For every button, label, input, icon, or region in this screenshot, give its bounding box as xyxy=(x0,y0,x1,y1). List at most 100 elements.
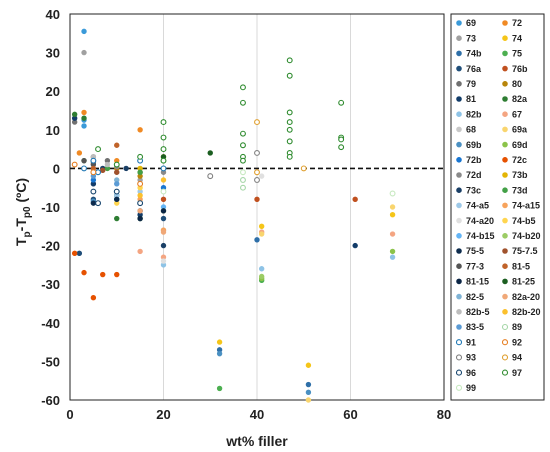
legend-marker-76b xyxy=(502,65,508,72)
data-point-76b xyxy=(160,196,167,202)
legend-label-81-15: 81-15 xyxy=(466,277,489,287)
legend-label-74-a15: 74-a15 xyxy=(512,201,540,211)
legend-marker-73b xyxy=(502,172,508,178)
data-point-91 xyxy=(90,157,97,164)
legend-label-72: 72 xyxy=(512,18,522,28)
data-point-92 xyxy=(90,169,97,176)
data-point-97 xyxy=(286,109,293,116)
data-point-67 xyxy=(389,231,396,237)
legend-marker-92 xyxy=(501,339,509,346)
data-point-72c xyxy=(81,269,87,276)
legend-label-79: 79 xyxy=(466,79,476,89)
legend-marker-73c xyxy=(456,187,462,193)
legend-label-69d: 69d xyxy=(512,140,528,150)
legend-label-92: 92 xyxy=(512,337,522,347)
grid-layer xyxy=(163,14,351,400)
legend-marker-81-5 xyxy=(502,263,508,270)
data-point-96 xyxy=(95,200,102,207)
legend-marker-74-a20 xyxy=(456,217,462,224)
data-point-92 xyxy=(137,180,144,187)
y-tick-label: 0 xyxy=(53,161,60,176)
legend-marker-75-5 xyxy=(456,248,462,254)
x-tick-label: 80 xyxy=(437,407,451,422)
data-point-77-3 xyxy=(81,157,87,164)
legend-label-82-5: 82-5 xyxy=(466,292,484,302)
legend-label-76b: 76b xyxy=(512,64,528,74)
data-point-81 xyxy=(352,242,358,249)
data-point-97 xyxy=(95,146,102,153)
data-point-97 xyxy=(286,138,293,145)
data-point-73c xyxy=(160,242,167,249)
data-point-76b xyxy=(352,196,358,202)
data-point-72c xyxy=(90,295,97,301)
data-point-75 xyxy=(216,385,223,392)
data-point-73c xyxy=(123,165,129,172)
legend-marker-74-a15 xyxy=(502,202,508,209)
legend-label-81-25: 81-25 xyxy=(512,277,535,287)
data-point-92 xyxy=(71,161,78,168)
legend-label-74-b5: 74-b5 xyxy=(512,216,536,226)
legend-marker-69a xyxy=(502,126,508,133)
data-point-99 xyxy=(240,169,246,176)
legend-marker-74 xyxy=(502,35,508,42)
y-axis-label-main: T xyxy=(13,237,29,246)
data-point-97 xyxy=(338,136,345,143)
legend-marker-82a xyxy=(502,96,508,102)
y-axis-label-unit: (ºC) xyxy=(13,178,29,206)
data-point-97 xyxy=(338,144,345,151)
y-tick-label: -60 xyxy=(41,393,60,408)
y-tick-label: 10 xyxy=(46,123,60,138)
legend-marker-74b xyxy=(456,50,462,57)
data-point-75-5 xyxy=(90,200,97,206)
data-point-74b xyxy=(305,381,312,388)
legend-label-74b: 74b xyxy=(466,49,482,59)
legend-label-82a-20: 82a-20 xyxy=(512,292,540,302)
data-point-96 xyxy=(137,200,144,207)
legend-marker-97 xyxy=(501,369,509,376)
data-point-99 xyxy=(160,188,167,195)
legend-label-73d: 73d xyxy=(512,185,528,195)
data-point-93 xyxy=(254,150,260,156)
legend-label-69a: 69a xyxy=(512,125,528,135)
legend-label-93: 93 xyxy=(466,353,476,363)
legend-label-75-5: 75-5 xyxy=(466,246,484,256)
data-point-82a-20 xyxy=(137,208,143,214)
legend-label-81-5: 81-5 xyxy=(512,261,530,271)
legend-marker-82-5 xyxy=(456,293,462,300)
y-tick-label: 30 xyxy=(46,46,60,61)
data-point-72 xyxy=(137,127,143,133)
data-point-91 xyxy=(160,165,167,172)
legend-label-73b: 73b xyxy=(512,170,528,180)
data-point-72c xyxy=(71,250,78,257)
legend-label-76a: 76a xyxy=(466,64,482,74)
data-point-69 xyxy=(81,28,87,35)
legend-label-94: 94 xyxy=(512,353,522,363)
y-axis-label-sub1: p xyxy=(22,231,33,237)
legend-label-74: 74 xyxy=(512,33,522,43)
data-point-96 xyxy=(90,188,97,195)
y-axis-label-sub2: p0 xyxy=(22,206,33,218)
data-point-82a xyxy=(71,111,78,118)
legend-marker-93 xyxy=(455,354,463,361)
legend-marker-68 xyxy=(456,126,462,133)
data-point-73d xyxy=(137,169,143,175)
legend-label-74-b15: 74-b15 xyxy=(466,231,495,241)
data-point-83-5 xyxy=(114,181,120,187)
legend-marker-74-b5 xyxy=(502,217,508,224)
data-point-67 xyxy=(137,248,143,255)
data-point-72 xyxy=(81,109,87,116)
data-point-76b xyxy=(254,196,260,202)
y-tick-label: -40 xyxy=(41,316,60,331)
data-point-81-15 xyxy=(160,208,167,214)
legend-label-81: 81 xyxy=(466,94,476,104)
data-point-96 xyxy=(113,188,120,195)
legend-label-89: 89 xyxy=(512,322,522,332)
data-point-69a xyxy=(258,231,265,237)
legend-marker-82b xyxy=(456,111,462,117)
legend-label-74-a20: 74-a20 xyxy=(466,216,494,226)
legend-label-80: 80 xyxy=(512,79,522,89)
legend-label-99: 99 xyxy=(466,383,476,393)
legend-label-69: 69 xyxy=(466,18,476,28)
data-point-82a xyxy=(81,115,87,121)
legend-marker-75 xyxy=(502,50,508,57)
